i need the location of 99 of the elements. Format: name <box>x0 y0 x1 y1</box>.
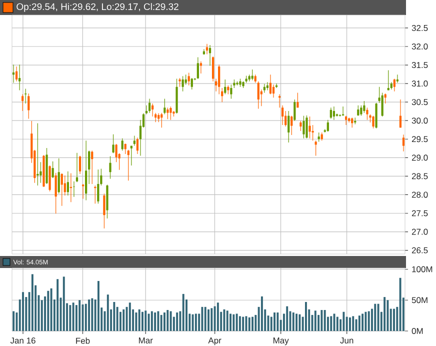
candlestick <box>190 78 193 90</box>
candlestick <box>48 165 51 192</box>
candlestick <box>306 115 308 139</box>
candlestick <box>266 82 269 91</box>
candlestick <box>360 105 362 116</box>
candlestick <box>344 115 348 126</box>
candlestick <box>66 171 69 196</box>
y-tick-label: 50M <box>412 297 428 304</box>
candlestick <box>208 44 212 66</box>
y-tick-label: 0M <box>412 328 423 334</box>
candlestick <box>60 172 63 206</box>
candlestick <box>196 56 199 80</box>
candlestick <box>52 161 54 178</box>
candlestick <box>257 81 260 110</box>
candlestick <box>282 105 284 126</box>
candlestick <box>109 156 112 180</box>
candlestick <box>188 72 190 86</box>
candlestick <box>28 93 30 120</box>
candlestick <box>272 84 275 98</box>
x-tick-label: Jan 16 <box>10 338 36 344</box>
candlestick <box>54 172 57 214</box>
x-tick-label: Mar <box>138 338 153 344</box>
candlestick <box>124 143 126 154</box>
candlestick <box>97 169 100 204</box>
y-tick-label: 30.0 <box>412 118 428 124</box>
x-tick-label: May <box>273 338 289 346</box>
candlestick <box>121 138 124 151</box>
candlestick <box>396 74 399 84</box>
candlestick <box>170 106 172 120</box>
x-tick-label: Feb <box>76 338 90 344</box>
y-tick-label: 26.5 <box>412 247 428 254</box>
candlestick <box>64 175 66 196</box>
candlestick <box>182 76 184 92</box>
candlestick <box>91 150 94 184</box>
candlestick <box>15 66 18 82</box>
candlestick <box>184 74 187 85</box>
candlestick <box>24 88 27 104</box>
candlestick <box>78 156 82 174</box>
chart-title: Op:29.54, Hi:29.62, Lo:29.17, Cl:29.32 <box>16 3 178 12</box>
candlestick <box>127 150 130 181</box>
candlestick <box>22 94 24 112</box>
candlestick <box>164 98 166 115</box>
candlestick <box>166 107 169 120</box>
y-tick-label: 29.5 <box>412 136 428 142</box>
candlestick <box>76 152 78 182</box>
candlestick <box>318 132 320 142</box>
candlestick <box>212 56 214 82</box>
candlestick <box>200 61 202 74</box>
candlestick <box>357 105 360 116</box>
candlestick <box>296 92 299 108</box>
candlestick <box>326 120 329 132</box>
candlestick <box>112 134 114 154</box>
candlestick <box>363 100 366 114</box>
y-tick-label: 31.5 <box>412 62 428 68</box>
candlestick <box>399 99 402 128</box>
candlestick <box>230 84 232 100</box>
candlestick <box>103 193 106 229</box>
candlestick <box>290 115 293 136</box>
y-tick-label: 28.0 <box>412 192 428 198</box>
y-tick-label: 32.5 <box>412 24 428 31</box>
candlestick <box>294 99 296 122</box>
candlestick <box>372 115 374 129</box>
candlestick <box>381 92 384 117</box>
y-tick-label: 27.0 <box>412 228 428 235</box>
y-tick-label: 30.5 <box>412 99 428 106</box>
y-tick-label: 29.0 <box>412 154 428 161</box>
candlestick <box>218 64 220 95</box>
y-tick-label: 27.5 <box>412 210 428 216</box>
candlestick <box>58 158 60 194</box>
candlestick <box>152 103 154 117</box>
y-tick-label: 32.0 <box>412 43 428 50</box>
candlestick <box>366 107 368 120</box>
candlestick <box>308 116 311 139</box>
candlestick <box>206 44 208 55</box>
candlestick <box>393 78 396 92</box>
y-tick-label: 28.5 <box>412 173 428 180</box>
candlestick <box>72 181 76 198</box>
candlestick <box>36 122 39 186</box>
x-tick-label: Apr <box>208 338 222 346</box>
candlestick <box>82 184 84 200</box>
candlestick <box>402 134 405 152</box>
candlestick <box>136 137 139 154</box>
candlestick <box>18 64 21 91</box>
candlestick <box>302 115 305 139</box>
y-tick-label: 100M <box>412 266 432 272</box>
candlestick <box>330 107 332 120</box>
candlestick <box>269 74 272 95</box>
candlestick <box>148 98 151 114</box>
candlestick <box>133 135 136 146</box>
candlestick <box>288 110 290 143</box>
candlestick <box>332 106 336 120</box>
candlestick <box>130 146 132 166</box>
candlestick <box>314 140 317 156</box>
candlestick <box>278 94 281 108</box>
candlestick <box>85 140 88 201</box>
candlestick <box>300 120 302 132</box>
y-tick-label: 31.0 <box>412 80 428 87</box>
x-tick-label: Jun <box>340 338 354 344</box>
candlestick <box>224 79 226 95</box>
